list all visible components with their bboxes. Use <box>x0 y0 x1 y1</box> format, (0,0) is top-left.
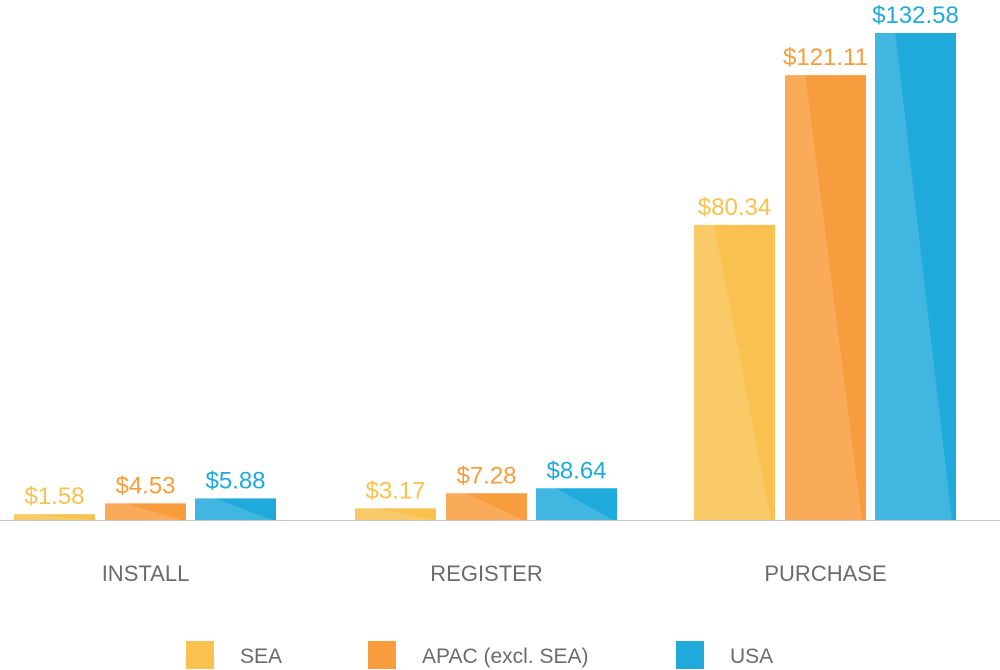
data-label: $132.58 <box>872 2 959 29</box>
legend-label: APAC (excl. SEA) <box>422 645 588 668</box>
bar-sea-purchase <box>694 224 775 520</box>
bar-highlight <box>355 508 432 520</box>
bar-apac-register <box>446 493 527 520</box>
data-label: $1.58 <box>24 483 84 510</box>
data-label: $3.17 <box>365 477 425 504</box>
legend-swatch <box>368 641 396 669</box>
bar-highlight <box>785 75 862 520</box>
bar-sea-install <box>14 514 95 520</box>
bar-highlight <box>875 33 952 520</box>
data-label: $5.88 <box>205 467 265 494</box>
bar-usa-install <box>195 498 276 520</box>
data-label: $80.34 <box>698 194 771 221</box>
bar-apac-install <box>105 503 186 520</box>
x-tick-label: REGISTER <box>430 561 542 586</box>
x-tick-label: PURCHASE <box>764 561 886 586</box>
legend-label: SEA <box>240 645 282 668</box>
x-tick-label: INSTALL <box>102 561 190 586</box>
data-label: $8.64 <box>546 457 606 484</box>
bar-highlight <box>14 514 91 520</box>
bar-usa-purchase <box>875 33 956 520</box>
legend-swatch <box>186 641 214 669</box>
bar-highlight <box>446 493 523 520</box>
bar-highlight <box>195 498 272 520</box>
legend-swatch <box>676 641 704 669</box>
bar-highlight <box>105 503 182 520</box>
bar-sea-register <box>355 508 436 520</box>
legend-label: USA <box>730 645 773 668</box>
data-label: $121.11 <box>783 44 868 71</box>
bar-usa-register <box>536 488 617 520</box>
bar-highlight <box>694 224 771 520</box>
bar-highlight <box>536 488 613 520</box>
data-label: $4.53 <box>115 472 175 499</box>
data-label: $7.28 <box>456 462 516 489</box>
bar-apac-purchase <box>785 75 866 520</box>
